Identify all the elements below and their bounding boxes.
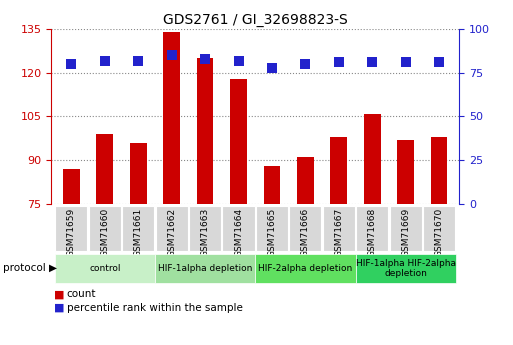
Point	[67, 61, 75, 67]
FancyBboxPatch shape	[155, 254, 255, 283]
Text: GSM71660: GSM71660	[100, 208, 109, 257]
Bar	[264, 166, 280, 204]
Point	[168, 53, 176, 58]
Point	[368, 60, 377, 65]
Bar	[431, 137, 447, 204]
Bar	[163, 32, 180, 204]
FancyBboxPatch shape	[155, 206, 188, 252]
FancyBboxPatch shape	[356, 206, 388, 252]
Bar	[397, 140, 414, 204]
Text: HIF-2alpha depletion: HIF-2alpha depletion	[258, 264, 352, 273]
Text: GSM71659: GSM71659	[67, 208, 76, 257]
Text: protocol ▶: protocol ▶	[3, 264, 56, 273]
Bar	[130, 142, 147, 204]
Bar	[63, 169, 80, 204]
FancyBboxPatch shape	[289, 206, 322, 252]
Text: GSM71663: GSM71663	[201, 208, 210, 257]
Bar	[364, 114, 381, 204]
FancyBboxPatch shape	[89, 206, 121, 252]
Text: GSM71665: GSM71665	[267, 208, 277, 257]
Point	[234, 58, 243, 63]
Text: GSM71662: GSM71662	[167, 208, 176, 257]
Text: ■: ■	[54, 289, 64, 299]
FancyBboxPatch shape	[389, 206, 422, 252]
Point	[101, 58, 109, 63]
Point	[301, 61, 309, 67]
Title: GDS2761 / GI_32698823-S: GDS2761 / GI_32698823-S	[163, 13, 348, 27]
Text: percentile rank within the sample: percentile rank within the sample	[67, 303, 243, 313]
Text: GSM71668: GSM71668	[368, 208, 377, 257]
Text: count: count	[67, 289, 96, 299]
FancyBboxPatch shape	[189, 206, 221, 252]
Text: HIF-1alpha HIF-2alpha
depletion: HIF-1alpha HIF-2alpha depletion	[356, 259, 456, 278]
Text: GSM71669: GSM71669	[401, 208, 410, 257]
FancyBboxPatch shape	[122, 206, 154, 252]
Bar	[96, 134, 113, 204]
FancyBboxPatch shape	[356, 254, 456, 283]
FancyBboxPatch shape	[55, 206, 87, 252]
Text: GSM71661: GSM71661	[134, 208, 143, 257]
FancyBboxPatch shape	[256, 206, 288, 252]
Bar	[230, 79, 247, 204]
Bar	[196, 58, 213, 204]
Text: HIF-1alpha depletion: HIF-1alpha depletion	[158, 264, 252, 273]
FancyBboxPatch shape	[255, 254, 356, 283]
Text: ■: ■	[54, 303, 64, 313]
Point	[435, 60, 443, 65]
FancyBboxPatch shape	[55, 254, 155, 283]
Point	[134, 58, 142, 63]
Text: GSM71667: GSM71667	[334, 208, 343, 257]
Text: GSM71670: GSM71670	[435, 208, 444, 257]
FancyBboxPatch shape	[423, 206, 455, 252]
Point	[268, 65, 276, 70]
FancyBboxPatch shape	[223, 206, 254, 252]
Point	[402, 60, 410, 65]
Point	[334, 60, 343, 65]
FancyBboxPatch shape	[323, 206, 355, 252]
Bar	[297, 157, 314, 204]
Point	[201, 56, 209, 62]
Text: control: control	[89, 264, 121, 273]
Text: GSM71666: GSM71666	[301, 208, 310, 257]
Bar	[330, 137, 347, 204]
Text: GSM71664: GSM71664	[234, 208, 243, 257]
